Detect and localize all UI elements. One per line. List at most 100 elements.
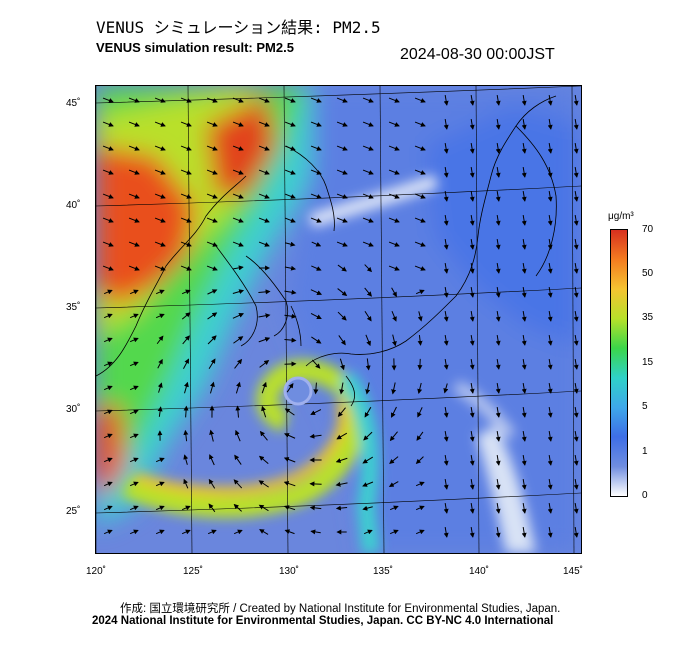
lon-tick-125: 125˚ [183, 566, 204, 577]
wind-arrow [521, 190, 527, 202]
wind-arrow [102, 121, 114, 127]
wind-arrow [495, 526, 501, 538]
wind-arrow [259, 430, 268, 441]
lat-tick-30: 30˚ [66, 404, 81, 415]
wind-arrow [573, 286, 579, 298]
wind-arrow [362, 481, 374, 487]
wind-arrow [443, 358, 449, 370]
wind-arrow [258, 121, 270, 127]
wind-arrow [443, 166, 449, 178]
wind-arrow [388, 265, 400, 271]
wind-arrow [208, 358, 216, 370]
wind-arrow [336, 121, 348, 127]
wind-arrow [443, 383, 449, 394]
wind-arrow [206, 193, 218, 199]
lon-tick-145: 145˚ [563, 566, 584, 577]
wind-arrow [443, 454, 449, 466]
wind-arrow [362, 121, 374, 127]
wind-arrow [415, 289, 425, 295]
wind-arrow [102, 241, 114, 247]
wind-arrow [339, 358, 345, 371]
wind-arrow [469, 238, 475, 250]
credit-line: 作成: 国立環境研究所 / Created by National Instit… [120, 603, 561, 615]
wind-arrow [232, 241, 244, 247]
wind-arrow [521, 430, 527, 442]
wind-arrow [102, 217, 114, 223]
wind-arrow [547, 478, 553, 490]
wind-arrow [309, 505, 322, 511]
graticule [96, 86, 581, 553]
wind-arrow [310, 289, 323, 295]
wind-arrow [233, 479, 243, 489]
wind-arrow [310, 145, 322, 151]
wind-arrow [573, 502, 579, 514]
wind-arrow [128, 241, 140, 247]
wind-arrow [573, 430, 579, 442]
wind-arrow [573, 478, 579, 490]
wind-arrow [362, 97, 374, 103]
wind-arrow [183, 429, 189, 442]
wind-arrow [495, 238, 501, 250]
wind-arrow [414, 217, 426, 223]
wind-arrow [129, 337, 139, 343]
wind-arrow [495, 382, 501, 394]
wind-arrow [128, 121, 140, 127]
wind-arrow [310, 217, 322, 223]
wind-arrow [388, 241, 400, 247]
wind-arrow [206, 217, 218, 223]
timestamp: 2024-08-30 00:00JST [400, 46, 555, 63]
wind-arrow [284, 408, 295, 416]
wind-arrow [235, 429, 241, 442]
wind-arrow [547, 430, 553, 442]
colorbar [610, 229, 628, 497]
wind-arrow [180, 97, 192, 103]
wind-arrow [363, 529, 373, 535]
wind-arrow [388, 169, 400, 175]
wind-arrow [157, 406, 163, 417]
wind-arrow [469, 262, 475, 274]
wind-arrow [103, 433, 113, 439]
lat-tick-40: 40˚ [66, 200, 81, 211]
wind-arrow [469, 214, 475, 226]
wind-arrow [443, 94, 449, 106]
wind-arrow [573, 334, 579, 346]
wind-arrow [206, 121, 218, 127]
colorbar-label-70: 70 [642, 224, 654, 235]
wind-arrow [469, 502, 475, 514]
wind-arrow [547, 166, 553, 178]
wind-arrow [469, 142, 475, 154]
wind-arrow [391, 406, 397, 418]
wind-arrow [443, 406, 449, 418]
wind-arrow [183, 381, 189, 394]
wind-arrow [573, 310, 579, 322]
wind-arrow [521, 382, 527, 394]
wind-arrow [209, 429, 215, 442]
wind-arrow [128, 217, 140, 223]
wind-arrow [128, 145, 140, 151]
wind-arrow [183, 405, 189, 418]
wind-arrow [573, 406, 579, 418]
wind-arrow [154, 217, 166, 223]
wind-arrow [362, 241, 374, 247]
wind-arrow [417, 407, 423, 418]
wind-arrow [469, 118, 475, 130]
colorbar-label-5: 5 [642, 401, 648, 412]
wind-arrow [388, 217, 400, 223]
wind-arrow [206, 145, 218, 151]
wind-arrow [180, 217, 192, 223]
wind-arrow [258, 455, 269, 464]
wind-arrow [310, 193, 322, 199]
wind-arrow [154, 265, 166, 271]
wind-arrow [183, 358, 190, 369]
wind-arrow [414, 193, 426, 199]
wind-arrow [283, 457, 296, 463]
wind-arrow [336, 217, 348, 223]
wind-arrow [103, 529, 113, 535]
wind-arrow [258, 337, 271, 343]
wind-arrow [129, 409, 139, 415]
wind-arrow [547, 334, 553, 346]
wind-arrow [547, 238, 553, 250]
wind-arrow [284, 217, 296, 223]
wind-arrow [547, 214, 553, 226]
wind-arrow [103, 289, 113, 295]
